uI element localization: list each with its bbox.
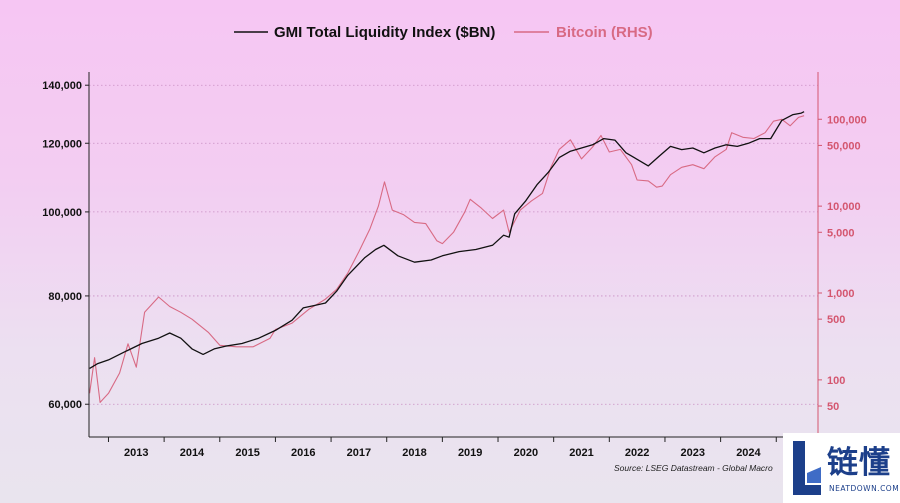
source-note: Source: LSEG Datastream - Global Macro	[614, 463, 773, 473]
x-tick-label: 2024	[736, 447, 761, 459]
legend-label-liquidity: GMI Total Liquidity Index ($BN)	[274, 24, 495, 41]
x-tick-label: 2013	[124, 447, 148, 459]
right-axis-ticks: 50 100 500 1,000 5,000 10,000 50,000 100,000	[818, 114, 867, 413]
watermark-logo: 链懂 NEATDOWN.COM	[783, 433, 900, 503]
right-tick-label: 50	[827, 401, 839, 413]
series-layer	[89, 111, 805, 403]
logo-text: 链懂	[827, 445, 891, 481]
x-tick-label: 2023	[681, 447, 705, 459]
left-axis-ticks: 60,000 80,000 100,000 120,000 140,000	[42, 80, 89, 411]
right-tick-label: 100,000	[827, 114, 867, 126]
series-line-liquidity	[89, 111, 805, 369]
right-tick-label: 10,000	[827, 201, 861, 213]
logo-url: NEATDOWN.COM	[829, 484, 900, 493]
x-tick-label: 2022	[625, 447, 649, 459]
right-tick-label: 1,000	[827, 288, 855, 300]
left-tick-label: 140,000	[42, 80, 82, 92]
x-tick-label: 2017	[347, 447, 371, 459]
right-tick-label: 50,000	[827, 140, 861, 152]
left-tick-label: 100,000	[42, 207, 82, 219]
x-tick-label: 2021	[569, 447, 593, 459]
x-tick-label: 2020	[514, 447, 538, 459]
right-tick-label: 500	[827, 314, 845, 326]
left-tick-label: 60,000	[48, 399, 82, 411]
x-tick-label: 2019	[458, 447, 482, 459]
right-tick-label: 5,000	[827, 227, 855, 239]
x-tick-label: 2014	[180, 447, 205, 459]
x-tick-label: 2016	[291, 447, 315, 459]
gridlines	[89, 84, 818, 405]
logo-l-icon	[793, 441, 821, 495]
legend-label-bitcoin: Bitcoin (RHS)	[556, 24, 653, 41]
x-axis-ticks: 2013 2014 2015 2016 2017 2018 2019 2020 2021 2022…	[107, 437, 809, 459]
x-tick-label: 2018	[402, 447, 426, 459]
legend: GMI Total Liquidity Index ($BN) Bitcoin …	[234, 24, 653, 41]
series-line-bitcoin	[89, 115, 805, 403]
left-tick-label: 120,000	[42, 138, 82, 150]
left-tick-label: 80,000	[48, 291, 82, 303]
right-tick-label: 100	[827, 375, 845, 387]
x-tick-label: 2015	[235, 447, 259, 459]
